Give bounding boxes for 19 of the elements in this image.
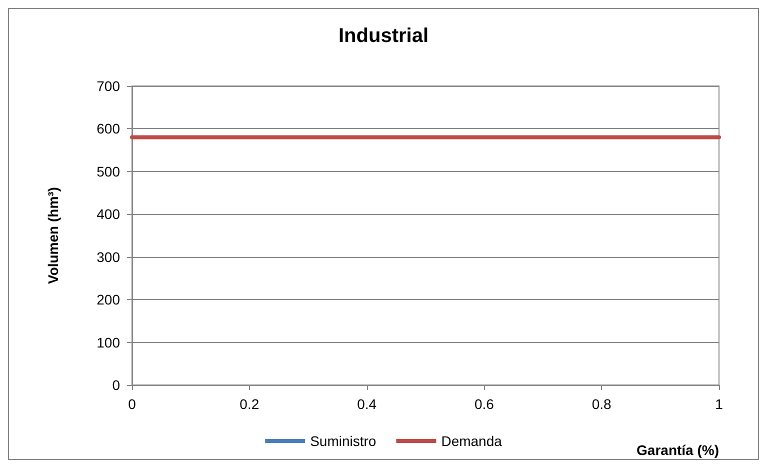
- x-tick-label: 0: [128, 396, 136, 412]
- y-axis-title: Volumen (hm³): [45, 187, 61, 284]
- y-tick-label: 700: [96, 78, 120, 94]
- legend-label: Demanda: [441, 433, 502, 449]
- x-tick-label: 1: [715, 396, 724, 412]
- y-tick-label: 0: [112, 377, 120, 393]
- chart-title: Industrial: [338, 25, 429, 47]
- x-axis-title: Garantía (%): [636, 442, 719, 458]
- x-tick-label: 0.4: [357, 396, 377, 412]
- x-tick-label: 0.6: [474, 396, 494, 412]
- x-tick-label: 0.2: [240, 396, 260, 412]
- y-tick-label: 200: [96, 292, 120, 308]
- y-tick-label: 100: [96, 334, 120, 350]
- y-tick-label: 400: [96, 206, 120, 222]
- y-tick-label: 600: [96, 120, 120, 137]
- legend-label: Suministro: [310, 433, 376, 449]
- y-tick-label: 500: [96, 163, 120, 180]
- y-tick-label: 300: [96, 248, 120, 265]
- x-tick-label: 0.8: [592, 396, 612, 412]
